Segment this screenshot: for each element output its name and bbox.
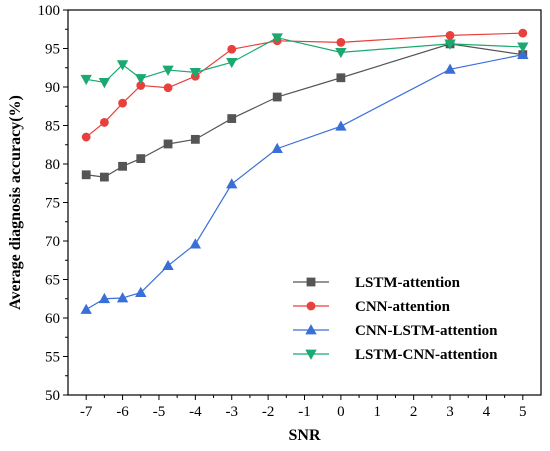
x-tick-label: -6 [116, 404, 129, 420]
data-point-cnn-lstm-attention [226, 178, 238, 189]
data-point-cnn-lstm-attention [116, 292, 129, 303]
y-tick-label: 60 [45, 311, 60, 327]
data-point-lstm-cnn-attention [98, 77, 111, 89]
series-layer [80, 28, 529, 314]
data-point-cnn-attention [445, 31, 455, 40]
legend-label: LSTM-attention [355, 275, 461, 291]
series-line-lstm-cnn-attention [86, 37, 523, 84]
legend-item-cnn-attention: CNN-attention [293, 299, 451, 315]
x-tick-label: -5 [153, 404, 166, 420]
x-tick-label: 5 [519, 404, 527, 420]
legend-label: CNN-attention [355, 299, 451, 315]
data-point-lstm-attention [81, 170, 91, 180]
y-tick-label: 75 [45, 196, 60, 212]
data-point-cnn-lstm-attention [80, 303, 92, 314]
x-tick-label: 0 [337, 404, 345, 420]
x-axis-title: SNR [288, 427, 320, 444]
x-tick-label: -4 [189, 404, 202, 420]
legend-marker [305, 324, 317, 335]
legend-item-lstm-attention: LSTM-attention [293, 275, 461, 291]
data-point-cnn-attention [163, 83, 173, 93]
legend-marker [305, 349, 317, 360]
data-point-lstm-cnn-attention [444, 39, 456, 50]
legend-item-lstm-cnn-attention: LSTM-CNN-attention [293, 347, 498, 363]
x-tick-label: 4 [483, 404, 491, 420]
data-point-cnn-lstm-attention [444, 63, 456, 74]
data-point-lstm-attention [118, 161, 127, 171]
legend-marker [306, 277, 316, 287]
data-point-cnn-lstm-attention [135, 286, 147, 297]
y-tick-label: 100 [38, 3, 61, 19]
data-point-lstm-attention [227, 114, 237, 123]
data-point-lstm-attention [99, 172, 109, 182]
x-tick-label: 2 [410, 404, 418, 420]
x-tick-label: -1 [298, 404, 311, 420]
data-point-lstm-cnn-attention [135, 74, 147, 85]
x-tick-label: -3 [225, 404, 238, 420]
series-line-cnn-attention [85, 32, 523, 138]
data-point-lstm-cnn-attention [162, 65, 174, 76]
data-point-cnn-attention [227, 44, 237, 54]
data-point-lstm-cnn-attention [517, 42, 529, 53]
x-tick-label: 1 [374, 404, 382, 420]
legend-label: LSTM-CNN-attention [355, 347, 498, 363]
data-point-lstm-cnn-attention [335, 47, 347, 59]
data-point-cnn-attention [118, 98, 127, 108]
data-point-cnn-lstm-attention [162, 259, 174, 271]
data-point-lstm-cnn-attention [226, 57, 238, 69]
data-point-cnn-lstm-attention [98, 292, 111, 304]
legend-label: CNN-LSTM-attention [355, 323, 498, 339]
data-point-lstm-attention [136, 154, 146, 164]
series-line-cnn-lstm-attention [85, 54, 523, 311]
data-point-lstm-cnn-attention [271, 33, 283, 44]
data-point-cnn-attention [81, 132, 91, 142]
data-point-cnn-attention [99, 118, 109, 127]
y-axis-title: Average diagnosis accuracy(%) [7, 95, 24, 310]
data-point-lstm-attention [336, 73, 346, 83]
series-lstm-cnn-attention [80, 33, 529, 89]
data-point-lstm-attention [190, 134, 200, 144]
y-tick-label: 85 [45, 119, 60, 135]
data-point-lstm-attention [272, 92, 282, 102]
y-tick-label: 70 [45, 234, 60, 250]
data-point-cnn-attention [336, 37, 346, 47]
legend: LSTM-attention CNN-attention CNN-LSTM-atte… [293, 275, 498, 363]
y-tick-label: 80 [45, 157, 60, 173]
y-tick-label: 95 [45, 42, 60, 58]
data-point-cnn-lstm-attention [335, 120, 347, 131]
data-point-cnn-lstm-attention [517, 48, 529, 60]
y-tick-label: 90 [45, 80, 60, 96]
legend-item-cnn-lstm-attention: CNN-LSTM-attention [293, 323, 498, 339]
data-point-cnn-lstm-attention [189, 238, 202, 249]
x-tick-label: -2 [262, 404, 275, 420]
y-axis: 50 55 60 65 70 75 80 85 90 95 100 [38, 3, 68, 404]
data-point-lstm-cnn-attention [80, 74, 92, 86]
series-cnn-lstm-attention [80, 48, 529, 314]
y-tick-label: 65 [45, 273, 60, 289]
data-point-lstm-attention [163, 139, 173, 149]
x-tick-label: 3 [446, 404, 454, 420]
data-point-cnn-attention [518, 28, 528, 38]
x-tick-label: -7 [80, 404, 93, 420]
series-lstm-attention [81, 39, 528, 182]
legend-marker [306, 301, 316, 311]
y-tick-label: 55 [45, 350, 60, 366]
y-tick-label: 50 [45, 388, 60, 404]
x-axis: -7 -6 -5 -4 -3 -2 -1 0 1 2 3 4 5 [80, 395, 527, 420]
data-point-lstm-cnn-attention [189, 67, 202, 79]
data-point-cnn-lstm-attention [271, 142, 283, 154]
series-line-lstm-attention [86, 43, 523, 178]
data-point-lstm-cnn-attention [116, 60, 129, 71]
